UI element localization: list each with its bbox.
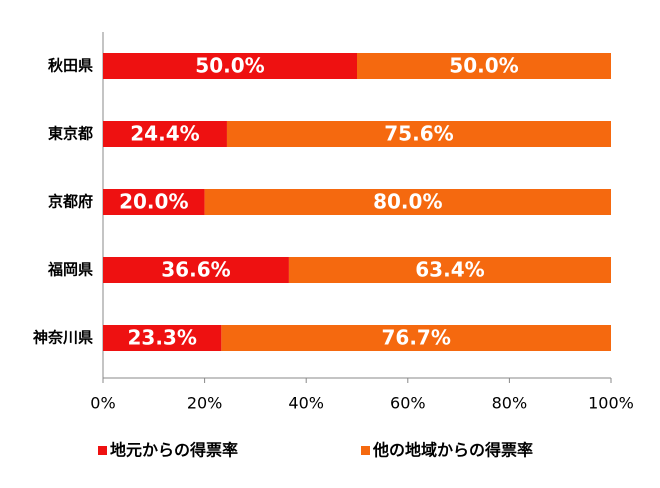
category-label: 神奈川県	[33, 329, 93, 347]
bar-segment	[103, 325, 222, 351]
value-label: 80.0%	[373, 190, 442, 214]
bar-segment	[103, 189, 205, 215]
value-label: 36.6%	[161, 258, 230, 282]
x-tick-label: 20%	[187, 394, 223, 413]
bar-segment	[204, 189, 611, 215]
category-label: 秋田県	[48, 57, 93, 75]
legend-swatch	[361, 446, 370, 455]
bar-segment	[103, 53, 357, 79]
bar-segment	[103, 257, 289, 283]
legend-label: 地元からの得票率	[110, 441, 238, 460]
bar-segment	[103, 121, 227, 147]
value-label: 75.6%	[384, 122, 453, 146]
x-tick-label: 60%	[390, 394, 426, 413]
bar-segment	[221, 325, 611, 351]
category-label: 東京都	[48, 125, 93, 143]
value-label: 63.4%	[415, 258, 484, 282]
x-tick-label: 100%	[588, 394, 634, 413]
bar-segment	[357, 53, 611, 79]
value-label: 20.0%	[119, 190, 188, 214]
value-label: 50.0%	[449, 54, 518, 78]
x-tick-label: 0%	[90, 394, 115, 413]
legend-swatch	[98, 446, 107, 455]
category-label: 福岡県	[47, 261, 93, 279]
bar-segment	[226, 121, 611, 147]
value-label: 50.0%	[195, 54, 264, 78]
bar-segment	[288, 257, 611, 283]
category-label: 京都府	[48, 193, 93, 211]
value-label: 76.7%	[381, 326, 450, 350]
legend-label: 他の地域からの得票率	[372, 441, 533, 460]
x-tick-label: 80%	[492, 394, 528, 413]
value-label: 23.3%	[127, 326, 196, 350]
x-tick-label: 40%	[288, 394, 324, 413]
value-label: 24.4%	[130, 122, 199, 146]
